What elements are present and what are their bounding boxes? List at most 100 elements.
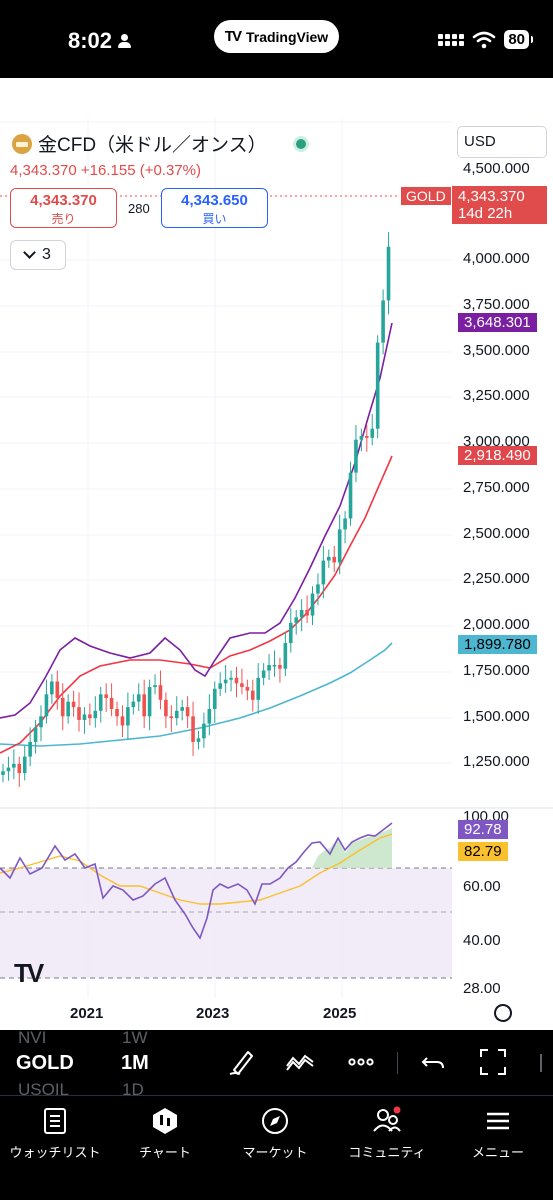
chart-icon xyxy=(153,1108,177,1134)
app-pill[interactable]: TV TradingView xyxy=(214,20,339,53)
indicators-icon[interactable] xyxy=(284,1046,316,1078)
chart-toolbar: NVI 1W USOIL 1D GOLD 1M xyxy=(0,1028,553,1099)
candle-body xyxy=(278,665,282,669)
tradingview-logo-icon: TV xyxy=(224,28,242,45)
candle-body xyxy=(283,643,288,669)
candle-body xyxy=(98,694,103,711)
nav-community[interactable]: コミュニティ xyxy=(332,1106,442,1161)
currency-select[interactable]: USD xyxy=(457,126,547,158)
candle-body xyxy=(240,683,244,687)
nav-watchlist-label: ウォッチリスト xyxy=(9,1145,101,1160)
price-axis-label: 2,500.000 xyxy=(463,525,530,542)
chart-area[interactable]: 金CFD（米ドル／オンス） 4,343.370 +16.155 (+0.37%)… xyxy=(0,78,553,1030)
candle-body xyxy=(212,688,217,709)
candle-body xyxy=(28,741,32,757)
candle-body xyxy=(370,428,375,438)
ghost-interval-below: 1D xyxy=(122,1080,144,1099)
battery-icon: 80 xyxy=(504,30,533,49)
price-change-line: 4,343.370 +16.155 (+0.37%) xyxy=(10,162,201,179)
candle-body xyxy=(256,677,261,700)
price-chart[interactable] xyxy=(0,78,553,1030)
system-icons: 80 xyxy=(438,30,533,49)
candle-body xyxy=(245,686,250,691)
indicators-toggle-button[interactable]: 3 xyxy=(10,240,66,270)
candle-body xyxy=(39,716,43,728)
ma-slow-badge: 1,899.780 xyxy=(458,635,537,654)
sell-price: 4,343.370 xyxy=(30,192,97,209)
watchlist-icon xyxy=(44,1108,66,1134)
candle-body xyxy=(381,300,385,343)
fullscreen-icon[interactable] xyxy=(477,1046,509,1078)
candle-body xyxy=(136,694,141,702)
candle-body xyxy=(359,436,364,440)
ma-mid-line xyxy=(0,455,393,754)
candle-body xyxy=(104,694,108,698)
ma-slow-line xyxy=(0,642,393,747)
candle-body xyxy=(310,593,315,616)
nav-menu[interactable]: メニュー xyxy=(443,1106,553,1161)
wifi-icon xyxy=(473,31,496,48)
symbol-title: 金CFD（米ドル／オンス） xyxy=(38,135,267,156)
scroll-hint xyxy=(540,1054,550,1072)
price-axis-label: 3,750.000 xyxy=(463,296,530,313)
candle-body xyxy=(12,763,16,768)
more-icon[interactable] xyxy=(345,1046,377,1078)
symbol-picker[interactable]: GOLD xyxy=(16,1052,74,1074)
symbol-badge: GOLD xyxy=(401,187,451,205)
indicators-count: 3 xyxy=(42,246,51,263)
buy-label: 買い xyxy=(202,212,227,226)
candle-body xyxy=(88,714,92,719)
sell-button[interactable]: 4,343.370 売り xyxy=(10,188,117,228)
spread-value: 280 xyxy=(128,201,150,216)
price-axis-label: 3,000.000 xyxy=(463,433,530,450)
candle-body xyxy=(375,342,380,429)
nav-markets-label: マーケット xyxy=(242,1145,308,1160)
candle-body xyxy=(261,670,266,678)
buy-button[interactable]: 4,343.650 買い xyxy=(161,188,268,228)
candle-body xyxy=(115,708,119,717)
candle-body xyxy=(343,518,347,530)
nav-chart[interactable]: チャート xyxy=(110,1106,220,1161)
price-axis-label: 3,500.000 xyxy=(463,342,530,359)
ma-fast-line xyxy=(0,322,393,719)
app-pill-label: TradingView xyxy=(245,28,329,45)
rsi-band xyxy=(0,868,452,978)
candle-body xyxy=(158,685,163,700)
cellular-signal-icon xyxy=(438,33,465,46)
ma-fast-badge: 3,648.301 xyxy=(458,313,537,332)
candle-body xyxy=(365,436,369,438)
candle-body xyxy=(153,685,157,687)
nav-watchlist[interactable]: ウォッチリスト xyxy=(0,1106,110,1161)
candle-body xyxy=(272,665,277,667)
price-axis-label: 2,000.000 xyxy=(463,616,530,633)
clock: 8:02 xyxy=(68,28,132,54)
candle-body xyxy=(55,681,60,698)
candle-body xyxy=(180,707,184,711)
candle-body xyxy=(147,686,152,717)
nav-community-label: コミュニティ xyxy=(348,1145,426,1160)
price-axis-label: 2,250.000 xyxy=(463,570,530,587)
undo-icon[interactable] xyxy=(417,1046,449,1078)
time-axis-label: 2023 xyxy=(196,1005,230,1022)
drawing-pen-icon[interactable] xyxy=(226,1046,258,1078)
chevron-down-icon xyxy=(23,246,36,259)
price-axis-label: 1,750.000 xyxy=(463,662,530,679)
candle-body xyxy=(174,710,179,719)
ghost-symbol-above: NVI xyxy=(18,1028,47,1047)
candle-body xyxy=(120,716,125,726)
symbol-header[interactable]: 金CFD（米ドル／オンス） xyxy=(12,130,309,157)
candle-body xyxy=(386,246,391,301)
interval-picker[interactable]: 1M xyxy=(121,1052,149,1074)
candle-body xyxy=(109,697,114,709)
ghost-interval-above: 1W xyxy=(122,1028,148,1047)
candle-body xyxy=(126,707,130,726)
candle-body xyxy=(22,756,27,774)
nav-markets[interactable]: マーケット xyxy=(220,1106,330,1161)
candle-body xyxy=(164,699,168,717)
candle-body xyxy=(234,677,239,684)
candle-body xyxy=(142,694,146,717)
candle-body xyxy=(348,472,353,519)
rsi-axis-label: 28.00 xyxy=(463,980,501,997)
candle-body xyxy=(33,727,38,742)
bottom-navigation: ウォッチリスト チャート マーケット コミュニティ メニュ xyxy=(0,1095,553,1200)
